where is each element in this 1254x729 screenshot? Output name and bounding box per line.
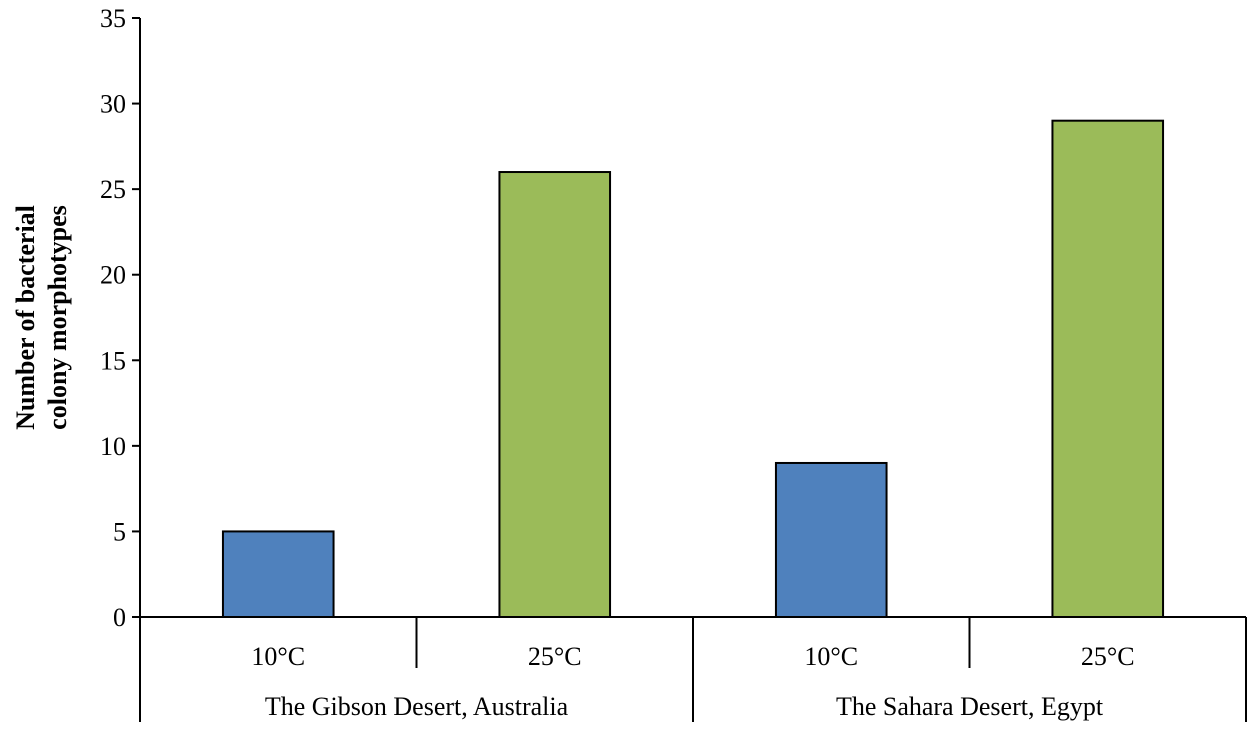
y-tick-label: 15 <box>100 346 126 375</box>
x-axis: 10°C 25°C The Gibson Desert, Australia 10°C… <box>139 616 1247 722</box>
y-tick-label: 5 <box>113 517 126 546</box>
y-axis-title-line: Number of bacterial <box>11 205 40 430</box>
y-axis-title-line: colony morphotypes <box>43 205 72 430</box>
y-tick-label: 35 <box>100 4 126 33</box>
x-category-label: 25°C <box>528 642 582 671</box>
x-group-label: The Sahara Desert, Egypt <box>836 692 1104 721</box>
y-axis: 0 5 10 15 20 25 30 35 <box>100 4 141 632</box>
y-tick-label: 10 <box>100 432 126 461</box>
y-tick-label: 30 <box>100 90 126 119</box>
bars <box>221 119 1165 619</box>
x-category-label: 25°C <box>1081 642 1135 671</box>
x-category-label: 10°C <box>251 642 305 671</box>
bar <box>774 461 888 618</box>
x-group-label: The Gibson Desert, Australia <box>265 692 569 721</box>
y-tick-label: 0 <box>113 603 126 632</box>
y-axis-title: Number of bacterial colony morphotypes <box>11 205 72 430</box>
y-tick-label: 20 <box>100 261 126 290</box>
bar <box>221 530 335 619</box>
bar <box>498 171 612 618</box>
x-category-label: 10°C <box>804 642 858 671</box>
bar <box>1051 119 1165 619</box>
y-tick-label: 25 <box>100 175 126 204</box>
y-axis-label: Number of bacterial colony morphotypes <box>11 205 72 430</box>
